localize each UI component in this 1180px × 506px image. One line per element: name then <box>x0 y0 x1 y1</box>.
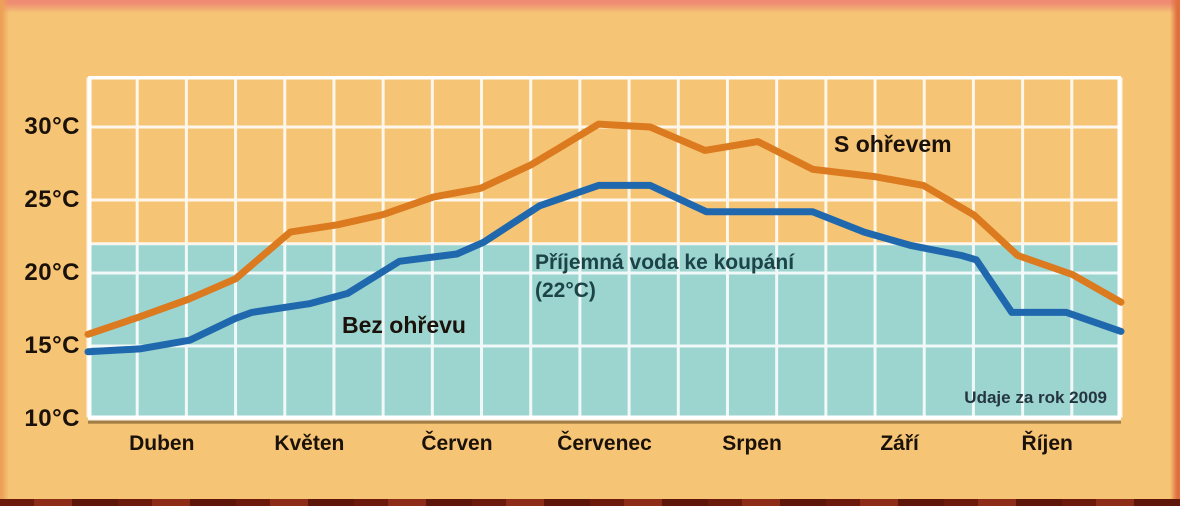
comfort-band-label-line1: Příjemná voda ke koupání <box>535 251 795 274</box>
gridlines <box>86 77 1123 421</box>
axis-shadow-line <box>88 420 1121 424</box>
comfort-band-label: Příjemná voda ke koupání (22°C) <box>535 249 794 305</box>
frame-edge-bottom <box>0 499 1180 506</box>
y-tick-label: 30°C <box>24 113 80 140</box>
frame-edge-top <box>0 0 1180 14</box>
month-label: Srpen <box>722 432 782 455</box>
month-label: Červen <box>421 432 493 455</box>
series-label-with-heating: S ohřevem <box>834 131 952 157</box>
month-label: Duben <box>129 432 195 455</box>
comfort-band-label-line2: (22°C) <box>535 279 596 302</box>
frame-edge-left <box>0 0 9 506</box>
y-tick-label: 15°C <box>24 332 80 359</box>
y-tick-label: 10°C <box>24 405 80 432</box>
y-tick-label: 20°C <box>24 259 80 286</box>
plot-frame <box>88 76 1121 419</box>
data-year-note: Udaje za rok 2009 <box>964 388 1107 407</box>
series-label-without-heating: Bez ohřevu <box>342 312 466 338</box>
month-label: Květen <box>274 432 345 455</box>
line-bez-ohrevu <box>84 181 1125 356</box>
frame-edge-right <box>1170 0 1180 506</box>
month-label: Září <box>880 432 919 455</box>
month-label: Červenec <box>557 432 652 455</box>
line-s-ohrevem <box>84 120 1125 338</box>
month-label: Říjen <box>1021 432 1073 455</box>
y-tick-label: 25°C <box>24 186 80 213</box>
